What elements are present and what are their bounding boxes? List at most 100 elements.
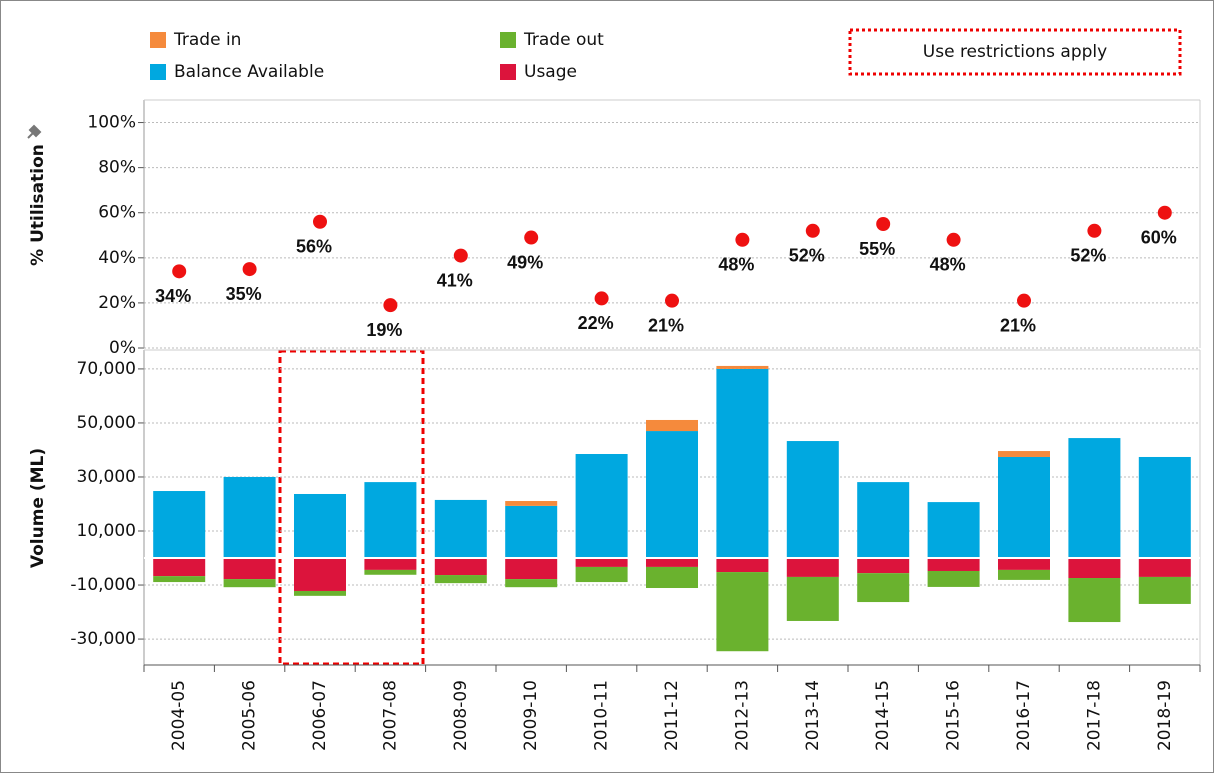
- utilisation-dot: [454, 249, 468, 263]
- bar-segment: [1068, 578, 1120, 622]
- x-tick-label: 2007-08: [380, 680, 400, 751]
- bar-segment: [857, 558, 909, 573]
- bar-segment: [1068, 558, 1120, 578]
- y-tick-label: 60%: [98, 203, 136, 223]
- x-tick-label: 2013-14: [803, 680, 823, 751]
- legend-swatch: [150, 32, 166, 48]
- x-tick-label: 2018-19: [1155, 680, 1175, 751]
- data-label: 48%: [718, 255, 754, 275]
- y-tick-label: 10,000: [77, 521, 136, 541]
- y-tick-label: 70,000: [77, 359, 136, 379]
- x-tick-label: 2010-11: [592, 680, 612, 751]
- data-label: 19%: [366, 320, 402, 340]
- x-tick-label: 2017-18: [1084, 680, 1104, 751]
- bar-segment: [787, 441, 839, 558]
- y-tick-label: 0%: [109, 338, 136, 358]
- utilisation-dot: [876, 217, 890, 231]
- data-label: 21%: [648, 315, 684, 335]
- note-text: Use restrictions apply: [923, 42, 1107, 62]
- bar-segment: [224, 579, 276, 587]
- utilisation-dot: [595, 291, 609, 305]
- legend-label: Trade in: [173, 30, 241, 50]
- bar-segment: [716, 366, 768, 369]
- x-tick-label: 2011-12: [662, 680, 682, 751]
- data-label: 41%: [437, 270, 473, 290]
- bar-segment: [928, 558, 980, 571]
- bar-segment: [435, 575, 487, 583]
- data-label: 52%: [1070, 246, 1106, 266]
- bar-segment: [576, 558, 628, 567]
- legend-label: Usage: [524, 62, 577, 82]
- bar-segment: [787, 577, 839, 621]
- legend-swatch: [500, 32, 516, 48]
- data-label: 49%: [507, 252, 543, 272]
- legend-swatch: [500, 64, 516, 80]
- bar-segment: [646, 558, 698, 567]
- y-tick-label: 20%: [98, 293, 136, 313]
- utilisation-dot: [947, 233, 961, 247]
- x-tick-label: 2012-13: [732, 680, 752, 751]
- utilisation-dot: [524, 231, 538, 245]
- bar-segment: [1139, 457, 1191, 558]
- y-tick-label: 40%: [98, 248, 136, 268]
- x-tick-label: 2008-09: [451, 680, 471, 751]
- bar-segment: [928, 502, 980, 558]
- bar-segment: [998, 451, 1050, 457]
- utilisation-dot: [1158, 206, 1172, 220]
- utilisation-dot: [243, 262, 257, 276]
- legend-swatch: [150, 64, 166, 80]
- y-axis-title: Volume (ML): [28, 448, 48, 568]
- bar-segment: [998, 558, 1050, 570]
- bar-segment: [646, 420, 698, 431]
- data-label: 22%: [578, 313, 614, 333]
- bar-segment: [716, 558, 768, 572]
- bar-segment: [505, 501, 557, 506]
- bar-segment: [998, 457, 1050, 558]
- data-label: 52%: [789, 246, 825, 266]
- bar-segment: [294, 591, 346, 596]
- utilisation-dot: [665, 294, 679, 308]
- data-label: 48%: [930, 255, 966, 275]
- y-tick-label: 50,000: [77, 413, 136, 433]
- bar-segment: [364, 482, 416, 558]
- bar-segment: [505, 579, 557, 587]
- x-tick-label: 2006-07: [310, 680, 330, 751]
- pin-icon: [28, 126, 40, 138]
- x-tick-label: 2005-06: [240, 680, 260, 751]
- bar-segment: [224, 477, 276, 558]
- bar-segment: [153, 576, 205, 582]
- bar-segment: [153, 491, 205, 558]
- bar-segment: [153, 558, 205, 576]
- utilisation-dot: [1087, 224, 1101, 238]
- bar-segment: [576, 454, 628, 558]
- chart: Use restrictions apply % Utilisation Vol…: [0, 0, 1214, 773]
- y-tick-label: -10,000: [70, 575, 136, 595]
- bar-segment: [364, 558, 416, 570]
- bar-segment: [364, 570, 416, 575]
- data-label: 56%: [296, 236, 332, 256]
- bar-segment: [998, 570, 1050, 580]
- bar-segment: [576, 567, 628, 582]
- utilisation-dot: [383, 298, 397, 312]
- data-label: 60%: [1141, 227, 1177, 247]
- x-tick-label: 2015-16: [944, 680, 964, 751]
- y-axis-title: % Utilisation: [28, 144, 48, 266]
- utilisation-dot: [313, 215, 327, 229]
- bar-segment: [1139, 558, 1191, 577]
- data-label: 21%: [1000, 315, 1036, 335]
- utilisation-dot: [806, 224, 820, 238]
- bar-segment: [294, 558, 346, 591]
- bar-segment: [1068, 438, 1120, 558]
- utilisation-dot: [1017, 294, 1031, 308]
- bar-segment: [646, 431, 698, 558]
- bar-segment: [294, 494, 346, 558]
- frame: [1, 1, 1214, 773]
- y-tick-label: 100%: [87, 113, 136, 133]
- utilisation-dot: [735, 233, 749, 247]
- y-tick-label: 80%: [98, 158, 136, 178]
- legend-label: Trade out: [523, 30, 604, 50]
- bar-segment: [435, 500, 487, 558]
- bar-segment: [505, 558, 557, 579]
- data-label: 55%: [859, 239, 895, 259]
- bar-segment: [857, 573, 909, 602]
